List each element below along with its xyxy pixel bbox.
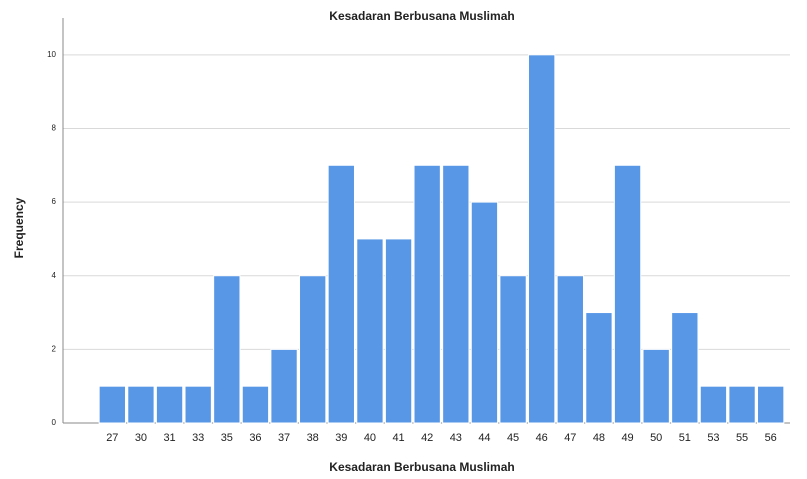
y-axis-label: Frequency <box>12 197 26 258</box>
y-tick-label: 10 <box>47 50 56 59</box>
chart-title: Kesadaran Berbusana Muslimah <box>329 9 514 23</box>
x-tick-label: 47 <box>564 432 576 444</box>
x-tick-label: 27 <box>106 432 118 444</box>
x-tick-label: 50 <box>650 432 662 444</box>
x-tick-label: 36 <box>249 432 261 444</box>
x-tick-label: 40 <box>364 432 376 444</box>
x-tick-label: 44 <box>478 432 490 444</box>
bar <box>642 348 670 424</box>
x-tick-label: 48 <box>593 432 605 444</box>
bar <box>98 385 126 424</box>
bar <box>184 385 212 424</box>
x-axis-label: Kesadaran Berbusana Muslimah <box>329 460 514 474</box>
x-tick-label: 49 <box>621 432 633 444</box>
x-tick-label: 46 <box>536 432 548 444</box>
bar <box>499 275 527 424</box>
x-tick-label: 42 <box>421 432 433 444</box>
bar <box>556 275 584 424</box>
bar <box>241 385 270 424</box>
x-tick-label: 31 <box>163 432 175 444</box>
y-tick-label: 2 <box>52 344 57 353</box>
bar <box>699 385 728 424</box>
x-tick-label: 33 <box>192 432 204 444</box>
x-tick-label: 41 <box>392 432 404 444</box>
bar <box>299 275 327 424</box>
x-tick-label: 43 <box>450 432 462 444</box>
bar <box>213 275 241 424</box>
bar <box>442 164 470 424</box>
bar <box>528 54 556 424</box>
bar <box>671 312 699 424</box>
bar <box>327 164 355 424</box>
bar <box>384 238 413 424</box>
x-tick-label: 56 <box>765 432 777 444</box>
bar <box>585 312 613 424</box>
x-tick-label: 38 <box>307 432 319 444</box>
x-tick-label: 51 <box>679 432 691 444</box>
x-tick-label: 39 <box>335 432 347 444</box>
bar <box>270 348 298 424</box>
bar <box>470 201 499 424</box>
bar <box>728 385 756 424</box>
bar <box>155 385 184 424</box>
bar <box>413 164 441 424</box>
x-tick-label: 30 <box>135 432 147 444</box>
x-tick-label: 55 <box>736 432 748 444</box>
bar <box>127 385 155 424</box>
y-tick-label: 0 <box>52 418 57 427</box>
x-tick-label: 37 <box>278 432 290 444</box>
bar <box>356 238 384 424</box>
y-tick-label: 6 <box>52 197 57 206</box>
y-tick-label: 4 <box>52 271 57 280</box>
y-tick-label: 8 <box>52 124 57 133</box>
x-tick-label: 45 <box>507 432 519 444</box>
bar <box>613 164 642 424</box>
x-tick-label: 35 <box>221 432 233 444</box>
bar <box>757 385 785 424</box>
x-tick-label: 53 <box>707 432 719 444</box>
